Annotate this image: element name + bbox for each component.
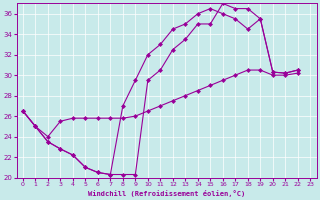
X-axis label: Windchill (Refroidissement éolien,°C): Windchill (Refroidissement éolien,°C)	[88, 190, 245, 197]
